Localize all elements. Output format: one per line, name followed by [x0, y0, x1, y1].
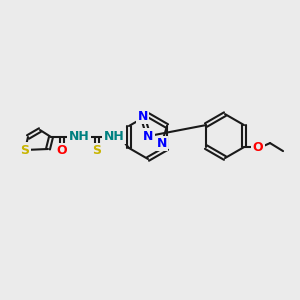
Text: N: N: [157, 137, 167, 150]
Text: N: N: [143, 130, 154, 142]
Text: NH: NH: [69, 130, 89, 142]
Text: O: O: [253, 141, 263, 154]
Text: O: O: [57, 145, 67, 158]
Text: NH: NH: [103, 130, 124, 142]
Text: S: S: [20, 143, 29, 157]
Text: N: N: [137, 110, 148, 123]
Text: S: S: [92, 145, 101, 158]
